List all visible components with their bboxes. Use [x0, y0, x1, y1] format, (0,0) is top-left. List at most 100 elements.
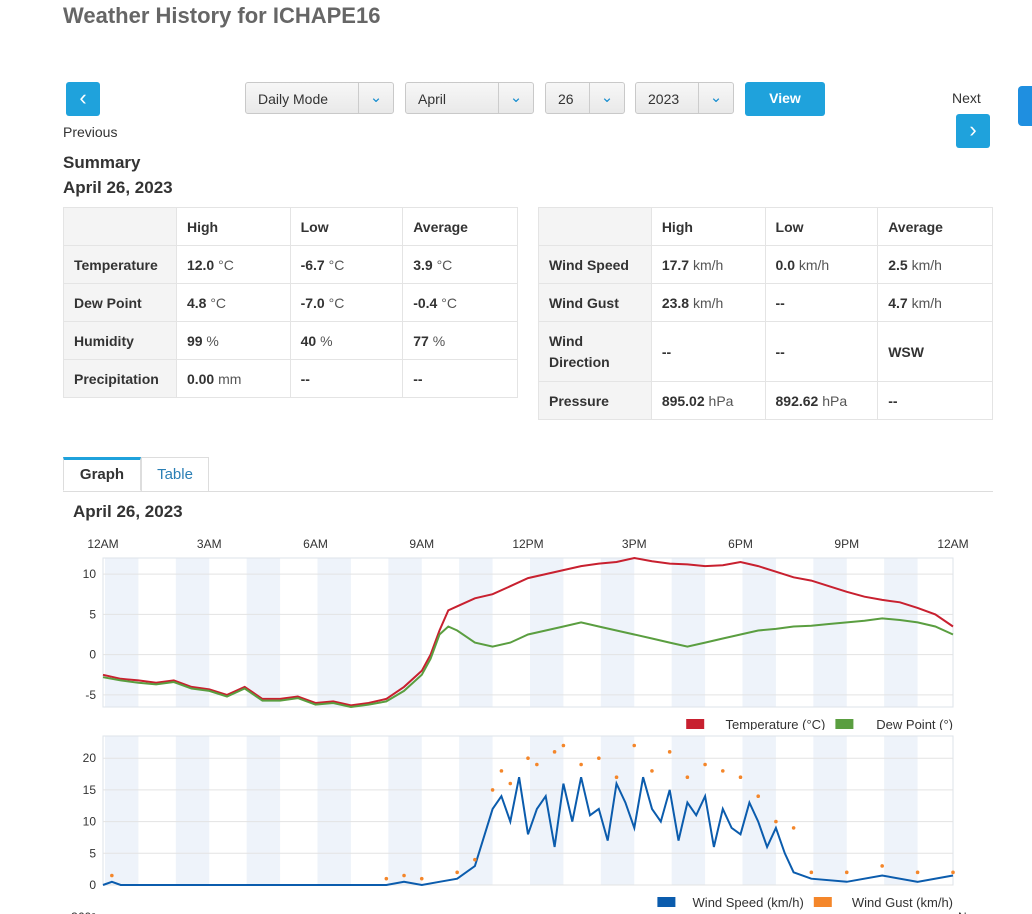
year-select[interactable]: 2023 ⌄ [635, 82, 734, 114]
y-tick-label: 10 [83, 815, 97, 829]
cell-value: WSW [888, 343, 924, 360]
wind-gust-point [650, 769, 654, 773]
tab-table[interactable]: Table [141, 457, 209, 491]
wind-gust-point [579, 762, 583, 767]
cell-low: -- [764, 321, 879, 382]
cell-value: -6.7 [300, 256, 325, 273]
x-tick-label: 9PM [834, 537, 859, 551]
mode-select[interactable]: Daily Mode ⌄ [245, 82, 394, 114]
wind-gust-point [473, 857, 477, 862]
y-tick-label: 15 [83, 783, 97, 797]
y-tick-label: 10 [83, 567, 97, 581]
legend-label: Wind Speed (km/h) [693, 895, 804, 910]
cell-value: 77 [413, 332, 429, 349]
hour-band [388, 736, 422, 885]
cell-value: 3.9 [413, 256, 433, 273]
y-axis-partial-label: 360° [71, 910, 96, 914]
cell-unit: km/h [911, 256, 942, 273]
day-select-value: 26 [558, 91, 574, 107]
x-tick-label: 3AM [197, 537, 222, 551]
cell-avg: 77 % [402, 321, 518, 360]
cell-low: -- [764, 283, 879, 322]
legend-swatch [686, 719, 705, 729]
table-row: Wind Gust 23.8 km/h -- 4.7 km/h [538, 283, 993, 322]
cell-unit: °C [328, 294, 345, 311]
row-label: Dew Point [63, 283, 177, 322]
hour-band [884, 558, 918, 707]
year-select-value: 2023 [648, 91, 680, 107]
view-button[interactable]: View [745, 82, 825, 116]
cell-value: 2.5 [888, 256, 908, 273]
mode-select-value: Daily Mode [258, 91, 329, 107]
y-tick-label: 0 [89, 648, 96, 662]
wind-gust-point [915, 870, 920, 875]
legend-label: Wind Gust (km/h) [852, 895, 953, 910]
cell-value: 0.00 [186, 370, 215, 387]
wind-gust-point [526, 756, 530, 760]
cell-high: 895.02 hPa [650, 381, 766, 420]
tab-graph[interactable]: Graph [63, 457, 141, 491]
previous-button[interactable]: ‹ [66, 82, 100, 116]
cell-value: 4.8 [186, 294, 207, 311]
row-label: Humidity [63, 321, 177, 360]
wind-gust-point [384, 876, 389, 881]
hour-band [671, 558, 706, 707]
temperature-chart: 10 5 0 -5 12AM 3AM 6AM 9AM 12PM 3PM 6PM 9PM 12AM Dew … [83, 537, 969, 730]
wind-gust-point [535, 762, 539, 767]
legend-swatch [657, 897, 676, 907]
cell-unit: hPa [708, 392, 734, 409]
cell-unit: km/h [911, 294, 942, 311]
chart-date: April 26, 2023 [73, 502, 183, 521]
cell-value: 4.7 [888, 294, 908, 311]
cell-value: -- [413, 370, 423, 387]
column-header: Average [877, 207, 993, 246]
temperature-line [102, 556, 954, 707]
cell-avg: 4.7 km/h [877, 283, 993, 322]
chevron-down-icon: ⌄ [498, 83, 533, 113]
cell-unit: km/h [798, 256, 830, 273]
table-row: Humidity 99 % 40 % 77 % [63, 321, 518, 360]
wind-gust-point [809, 870, 814, 875]
month-select-value: April [418, 91, 447, 107]
x-tick-label: 9AM [409, 537, 434, 551]
side-panel-tab[interactable] [1018, 86, 1032, 126]
wind-gust-point [499, 769, 504, 773]
table-header-row: High Low Average [63, 207, 518, 246]
column-header: High [175, 207, 291, 246]
chevron-left-icon: ‹ [79, 85, 87, 110]
cell-value: 17.7 [661, 256, 690, 273]
y-tick-label: 0 [89, 878, 96, 892]
hour-band [884, 736, 918, 885]
cell-avg: -- [402, 359, 518, 398]
cell-low: -7.0 °C [289, 283, 404, 322]
wind-gust-point [561, 743, 566, 748]
wind-gust-point [756, 794, 761, 799]
cell-high: 12.0 °C [175, 245, 291, 284]
wind-gust-point [597, 756, 601, 760]
column-header [538, 207, 652, 246]
cell-value: -7.0 [300, 294, 325, 311]
cell-low: 892.62 hPa [764, 381, 879, 420]
dew-point-line [102, 617, 954, 709]
wind-gust-point [490, 788, 495, 792]
next-button[interactable]: › [956, 114, 990, 148]
chevron-down-icon: ⌄ [358, 83, 393, 113]
table-header-row: High Low Average [538, 207, 993, 246]
cell-unit: hPa [822, 392, 848, 409]
plot-area [102, 557, 954, 708]
x-tick-label: 12PM [512, 537, 543, 551]
row-label: Wind Direction [538, 321, 652, 382]
hour-band [813, 736, 847, 885]
day-select[interactable]: 26 ⌄ [545, 82, 625, 114]
table-row: Wind Direction -- -- WSW [538, 321, 993, 382]
chevron-down-icon: ⌄ [589, 83, 624, 113]
hour-band [813, 558, 847, 707]
wind-gust-point [552, 750, 557, 754]
cell-unit: °C [218, 256, 234, 273]
wind-gust-point [880, 864, 884, 868]
month-select[interactable]: April ⌄ [405, 82, 534, 114]
cell-high: -- [650, 321, 766, 382]
legend-swatch [813, 897, 832, 907]
wind-gust-point [455, 870, 459, 875]
hour-band [105, 558, 139, 707]
